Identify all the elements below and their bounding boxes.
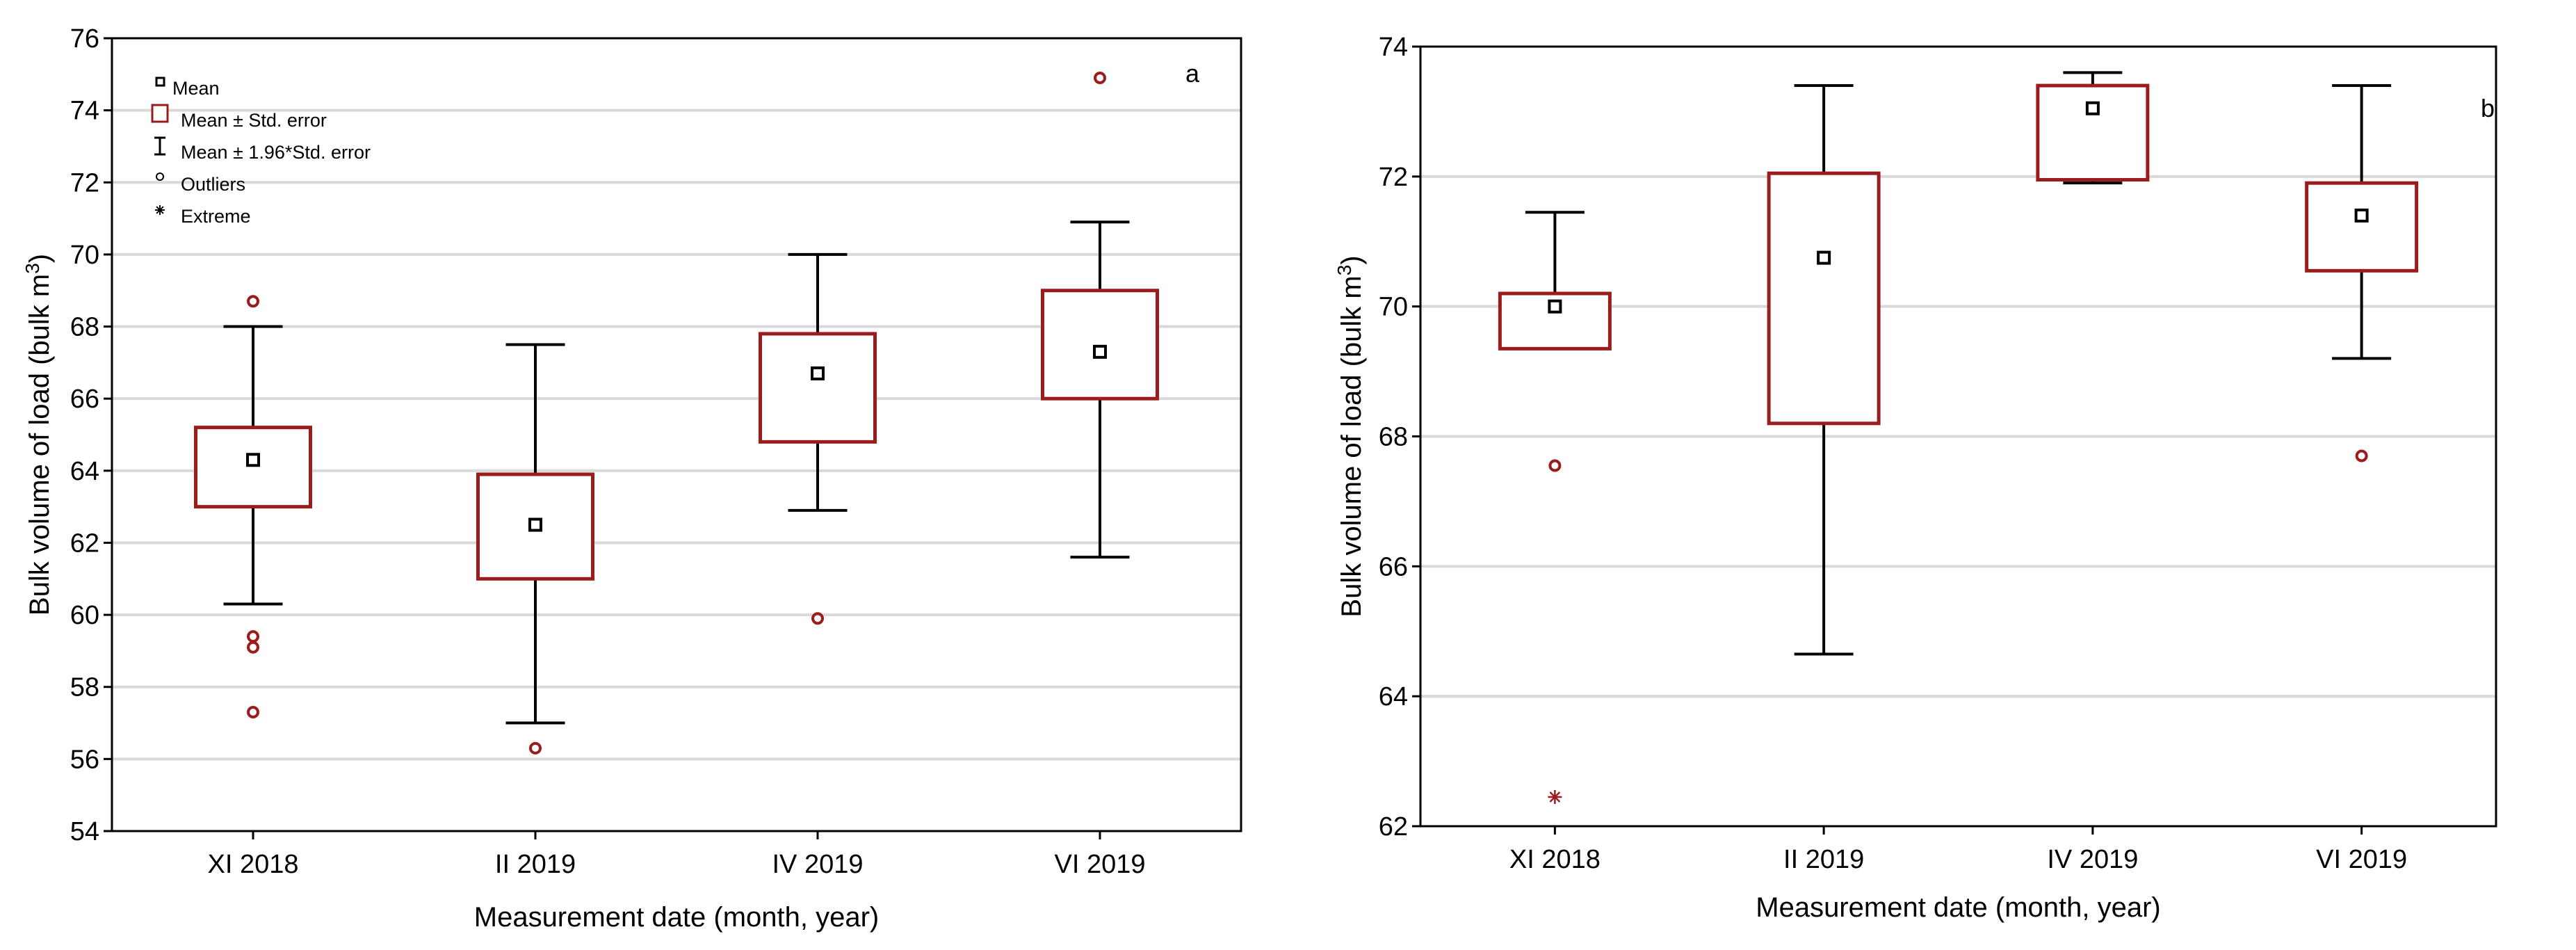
outlier-point [247,295,259,308]
y-tick-label: 70 [70,241,99,270]
legend-extreme-stroke [156,206,164,214]
y-tick-label: 74 [70,97,99,126]
x-tick-label: IV 2019 [772,850,864,879]
box-group-3 [1041,72,1159,559]
y-tick-label: 66 [70,385,99,414]
y-tick-label: 64 [70,457,99,486]
y-tick-label: 70 [1379,293,1408,322]
x-tick-label: II 2019 [1783,845,1864,874]
legend-label-mean: Mean [172,78,220,99]
y-axis-title-superscript: 3 [22,263,43,274]
legend-label-se: Mean ± Std. error [181,110,327,131]
chart-panel-b: 62 64 66 68 70 72 74 XI 2018 II 2019 IV 2019 VI 20… [1334,33,2497,923]
legend-mean-icon [155,77,165,87]
box-group-1 [1767,84,1881,656]
extreme-point-stroke [1549,791,1561,803]
outlier-point [811,612,824,625]
legend-extreme-icon [155,205,165,215]
panel-label: b [2481,94,2495,122]
se-box [2036,83,2150,182]
x-tick-label: IV 2019 [2047,845,2138,874]
box-group-2 [2036,71,2150,185]
outlier-point [1548,459,1562,472]
legend-label-whisker: Mean ± 1.96*Std. error [181,142,371,163]
legend-whisker-icon [154,136,165,156]
outlier-point [247,706,259,718]
mean-marker [1817,250,1831,265]
y-axis-title-main: Bulk volume of load (bulk m [24,274,55,615]
chart-panel-a: 54 56 58 60 62 64 66 68 70 72 74 76 XI 2018 II 2019 IV… [22,24,1242,933]
se-box [1041,289,1159,401]
se-box [2305,181,2419,273]
legend-outlier-icon [156,172,164,181]
y-tick-label: 56 [70,745,99,774]
mean-marker [1093,344,1107,359]
mean-marker [811,366,825,380]
x-axis-title: Measurement date (month, year) [474,902,879,933]
mean-marker [2354,208,2369,223]
box-group-1 [476,343,594,755]
plot-frame [111,37,1242,832]
y-axis-title-main: Bulk volume of load (bulk m [1336,275,1367,617]
y-axis-title-suffix: ) [24,254,55,263]
x-tick-label: VI 2019 [1055,850,1146,879]
x-axis-title: Measurement date (month, year) [1756,892,2160,923]
y-tick-label: 68 [70,313,99,342]
x-tick-label: VI 2019 [2316,845,2407,874]
legend-label-outliers: Outliers [181,174,245,195]
box-group-2 [759,252,877,625]
legend-label-extreme: Extreme [181,206,251,227]
y-axis-title-superscript: 3 [1334,265,1355,276]
legend-se-icon [151,104,169,123]
outlier-point [247,630,259,643]
outlier-point [529,741,542,755]
y-axis-title-suffix: ) [1336,255,1367,264]
legend: Mean Mean ± Std. error Mean ± 1.96*Std. er… [151,77,371,227]
se-box [194,426,312,509]
se-box [759,332,877,444]
y-axis-title: Bulk volume of load (bulk m3) [1334,255,1367,617]
mean-marker [246,453,260,467]
mean-marker [528,517,542,532]
y-tick-label: 74 [1379,33,1408,62]
x-tick-label: XI 2018 [1509,845,1601,874]
extreme-point [1548,789,1562,804]
mean-marker [1548,299,1562,314]
outlier-point [247,641,259,654]
y-tick-label: 66 [1379,552,1408,581]
y-tick-label: 76 [70,24,99,54]
se-box [1767,171,1881,426]
box-group-3 [2305,84,2419,462]
x-tick-label: XI 2018 [208,850,299,879]
box-group-0 [194,295,312,718]
panel-label: a [1185,59,1200,88]
y-tick-label: 68 [1379,423,1408,452]
box-group-0 [1498,211,1612,804]
y-axis-title: Bulk volume of load (bulk m3) [22,254,55,615]
y-tick-label: 62 [70,529,99,558]
outlier-point [2355,449,2368,462]
y-tick-label: 64 [1379,682,1408,711]
y-tick-label: 62 [1379,812,1408,842]
x-tick-label: II 2019 [495,850,576,879]
y-tick-label: 54 [70,817,99,846]
y-tick-label: 60 [70,601,99,630]
y-tick-label: 58 [70,673,99,702]
y-tick-label: 72 [70,168,99,198]
outlier-point [1094,72,1106,84]
y-tick-label: 72 [1379,163,1408,192]
mean-marker [2085,101,2100,115]
